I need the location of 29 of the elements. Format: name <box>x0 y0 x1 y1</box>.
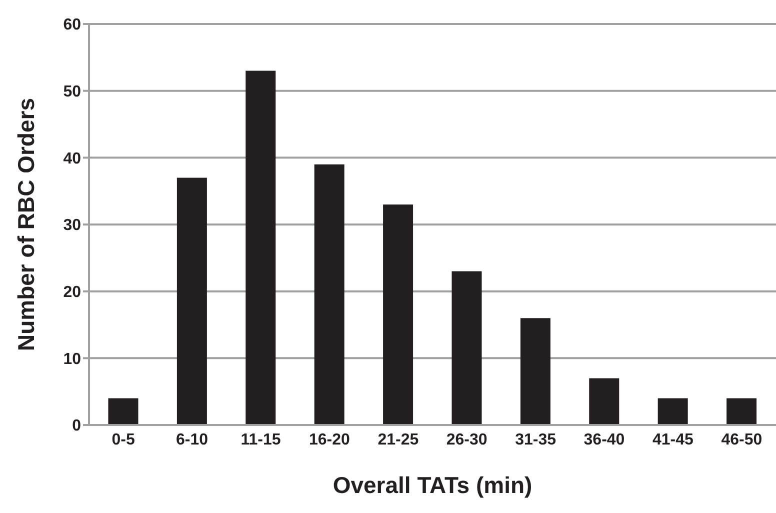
bar <box>176 178 207 425</box>
bar <box>726 398 757 425</box>
x-tick-label: 31-35 <box>515 431 556 448</box>
x-tick-label: 6-10 <box>176 431 208 448</box>
x-tick-label: 21-25 <box>378 431 419 448</box>
bar <box>520 318 550 425</box>
x-tick-label: 11-15 <box>240 431 281 448</box>
bar <box>108 398 138 425</box>
x-tick-label: 16-20 <box>308 431 350 448</box>
x-axis-title: Overall TATs (min) <box>332 472 532 498</box>
bar <box>314 164 344 425</box>
bar <box>658 398 688 425</box>
bar <box>452 271 482 425</box>
x-tick-label: 26-30 <box>446 431 488 448</box>
y-tick-label: 20 <box>63 284 82 302</box>
y-tick-label: 50 <box>63 84 82 101</box>
bar <box>246 70 276 425</box>
y-tick-label: 60 <box>63 16 82 34</box>
x-tick-label: 0-5 <box>112 431 136 448</box>
y-tick-label: 0 <box>72 418 82 435</box>
bar <box>589 378 620 425</box>
x-tick-label: 36-40 <box>584 431 625 448</box>
y-tick-label: 40 <box>63 150 82 168</box>
y-tick-label: 30 <box>63 217 82 234</box>
x-tick-label: 41-45 <box>652 431 694 448</box>
y-axis-title: Number of RBC Orders <box>13 98 40 352</box>
bar <box>383 204 414 425</box>
x-tick-label: 46-50 <box>721 431 762 448</box>
y-tick-label: 10 <box>63 350 82 368</box>
